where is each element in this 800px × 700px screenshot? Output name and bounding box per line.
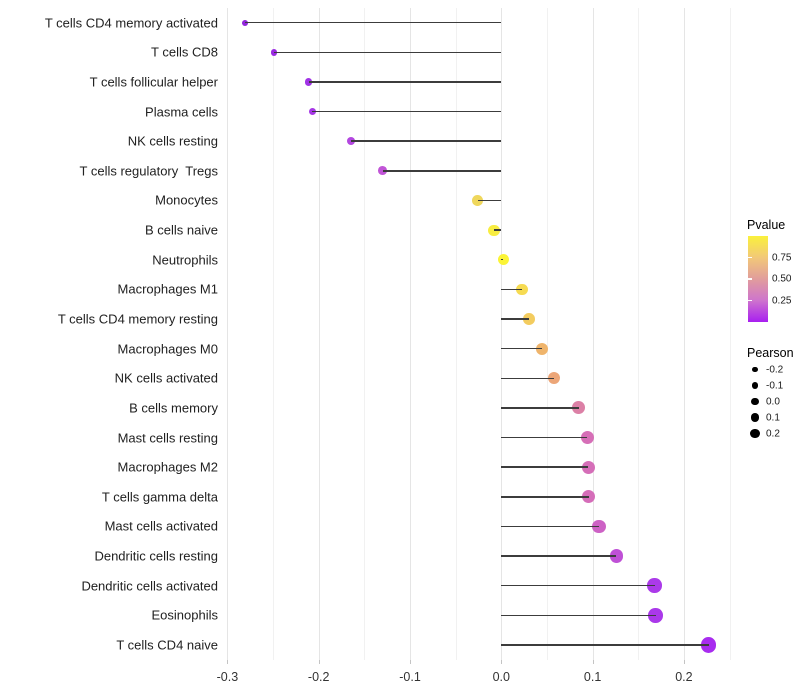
legend-size-dot <box>751 382 759 389</box>
lollipop-segment <box>312 110 502 113</box>
y-axis-label: Mast cells resting <box>117 430 218 446</box>
lollipop-segment <box>501 318 529 320</box>
legend-size-dot <box>750 429 760 439</box>
x-axis-tick-label: -0.3 <box>216 670 239 684</box>
lollipop-segment <box>501 258 504 261</box>
lollipop-dot <box>516 283 529 296</box>
lollipop-segment <box>477 199 502 202</box>
y-axis-label: NK cells activated <box>114 370 218 386</box>
x-axis-tick-label: 0.2 <box>675 670 693 684</box>
lollipop-segment <box>244 21 502 24</box>
y-axis-label: Monocytes <box>155 192 218 208</box>
lollipop-dot <box>378 166 387 176</box>
major-gridline <box>227 8 229 660</box>
lollipop-dot <box>609 549 624 563</box>
y-axis-label: T cells CD8 <box>151 44 218 60</box>
y-axis-label: Dendritic cells activated <box>81 578 218 594</box>
legend-size-label: -0.2 <box>766 364 784 376</box>
y-axis-label: Macrophages M0 <box>117 341 218 357</box>
lollipop-segment <box>493 229 502 231</box>
lollipop-segment <box>501 614 656 617</box>
y-axis-label: Mast cells activated <box>104 518 218 534</box>
lollipop-dot <box>497 254 509 266</box>
lollipop-dot <box>522 313 535 325</box>
lollipop-dot <box>305 78 313 86</box>
major-gridline <box>410 8 411 660</box>
pvalue-colorbar-tick <box>748 299 752 302</box>
x-axis-tick <box>318 660 320 664</box>
y-axis-label: T cells CD4 memory activated <box>44 15 218 31</box>
minor-gridline <box>546 8 548 660</box>
y-axis-label: T cells CD4 memory resting <box>57 311 218 327</box>
y-axis-label: Macrophages M1 <box>117 281 218 297</box>
lollipop-segment <box>501 436 588 439</box>
pvalue-colorbar-label: 0.75 <box>772 252 792 263</box>
x-axis-tick <box>410 660 411 664</box>
minor-gridline <box>273 8 275 660</box>
lollipop-segment <box>501 584 655 587</box>
lollipop-segment <box>501 347 543 350</box>
x-axis-tick-label: 0.0 <box>492 670 510 684</box>
minor-gridline <box>729 8 731 660</box>
lollipop-segment <box>501 466 589 468</box>
x-axis-tick-label: 0.1 <box>583 670 602 684</box>
pvalue-colorbar-label: 0.25 <box>772 295 792 306</box>
minor-gridline <box>364 8 366 660</box>
lollipop-segment <box>350 140 502 142</box>
lollipop-segment <box>501 555 617 557</box>
y-axis-label: T cells CD4 naive <box>116 637 218 653</box>
lollipop-segment <box>501 496 589 498</box>
lollipop-dot <box>580 431 594 444</box>
legend-size-dot <box>750 413 760 422</box>
major-gridline <box>592 8 594 660</box>
y-axis-label: T cells gamma delta <box>101 489 218 505</box>
lollipop-segment <box>501 288 523 291</box>
y-axis-label: Plasma cells <box>145 104 218 120</box>
y-axis-label: T cells regulatory Tregs <box>79 163 218 179</box>
lollipop-segment <box>501 525 599 528</box>
legend-size-label: -0.1 <box>766 380 784 392</box>
minor-gridline <box>638 8 640 660</box>
y-axis-label: T cells follicular helper <box>89 74 218 90</box>
pearson-legend-title: Pearson <box>747 346 794 360</box>
lollipop-segment <box>501 407 579 409</box>
y-axis-label: B cells naive <box>145 222 218 238</box>
legend-size-label: 0.0 <box>766 396 780 408</box>
lollipop-dot <box>572 401 586 415</box>
x-axis-tick-label: -0.2 <box>307 670 330 684</box>
legend-size-label: 0.1 <box>766 412 780 424</box>
x-axis-tick <box>501 660 503 664</box>
pvalue-colorbar-label: 0.50 <box>772 273 792 285</box>
x-axis-tick <box>592 660 594 664</box>
pvalue-colorbar-tick <box>748 278 752 280</box>
lollipop-segment <box>308 81 502 83</box>
y-axis-label: Neutrophils <box>152 252 218 268</box>
x-axis-tick-label: -0.1 <box>399 670 421 684</box>
pvalue-colorbar-tick <box>748 256 752 259</box>
legend-size-label: 0.2 <box>766 428 780 440</box>
lollipop-segment <box>273 51 502 54</box>
lollipop-dot <box>581 460 595 474</box>
major-gridline <box>683 8 685 660</box>
lollipop-segment <box>501 644 709 646</box>
lollipop-segment <box>501 377 555 379</box>
x-axis-tick <box>227 660 229 664</box>
y-axis-label: B cells memory <box>129 400 218 416</box>
legend-size-dot <box>752 366 758 373</box>
major-gridline <box>318 8 320 660</box>
lollipop-dot <box>647 578 662 593</box>
pvalue-colorbar <box>748 236 768 322</box>
minor-gridline <box>455 8 457 660</box>
y-axis-label: Dendritic cells resting <box>94 548 218 564</box>
lollipop-dot <box>648 608 663 623</box>
y-axis-label: Eosinophils <box>151 607 219 623</box>
legend-size-dot <box>751 397 759 406</box>
y-axis-label: Macrophages M2 <box>117 459 218 475</box>
x-axis-tick <box>683 660 685 664</box>
major-gridline <box>501 8 503 660</box>
y-axis-label: NK cells resting <box>127 133 218 149</box>
pvalue-legend-title: Pvalue <box>747 218 786 232</box>
lollipop-segment <box>382 170 502 172</box>
